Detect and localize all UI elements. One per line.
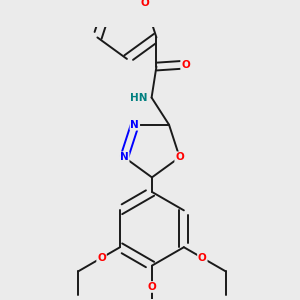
Text: O: O	[181, 60, 190, 70]
Text: O: O	[141, 0, 149, 8]
Text: N: N	[130, 120, 139, 130]
Text: N: N	[120, 152, 129, 162]
Text: O: O	[175, 152, 184, 162]
Text: O: O	[148, 282, 156, 292]
Text: HN: HN	[130, 93, 148, 103]
Text: O: O	[97, 253, 106, 263]
Text: O: O	[198, 253, 207, 263]
